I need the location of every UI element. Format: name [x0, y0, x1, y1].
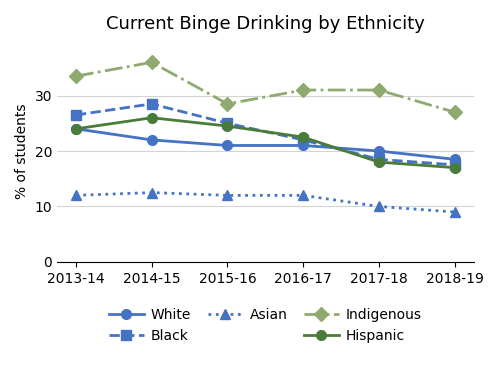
- Indigenous: [452, 110, 458, 115]
- Asian: [73, 193, 79, 198]
- Asian: [376, 204, 382, 209]
- White: [300, 143, 306, 148]
- Line: Indigenous: Indigenous: [71, 57, 460, 117]
- White: [148, 138, 154, 142]
- Legend: White, Black, Asian, , Indigenous, Hispanic: White, Black, Asian, , Indigenous, Hispa…: [104, 302, 427, 348]
- White: [452, 157, 458, 162]
- Indigenous: [224, 102, 230, 106]
- Black: [148, 102, 154, 106]
- Asian: [224, 193, 230, 198]
- Title: Current Binge Drinking by Ethnicity: Current Binge Drinking by Ethnicity: [106, 15, 425, 33]
- Black: [73, 113, 79, 117]
- Black: [452, 163, 458, 167]
- Asian: [148, 190, 154, 195]
- Hispanic: [452, 165, 458, 170]
- Y-axis label: % of students: % of students: [15, 103, 29, 199]
- Black: [300, 138, 306, 142]
- Line: Asian: Asian: [71, 188, 460, 217]
- White: [224, 143, 230, 148]
- Hispanic: [300, 135, 306, 140]
- Line: Black: Black: [71, 99, 460, 170]
- Black: [376, 157, 382, 162]
- Line: White: White: [71, 124, 460, 164]
- Hispanic: [224, 124, 230, 128]
- Indigenous: [376, 88, 382, 92]
- Hispanic: [376, 160, 382, 164]
- White: [73, 126, 79, 131]
- Asian: [452, 210, 458, 214]
- Indigenous: [148, 60, 154, 65]
- Asian: [300, 193, 306, 198]
- White: [376, 149, 382, 153]
- Indigenous: [73, 74, 79, 78]
- Indigenous: [300, 88, 306, 92]
- Black: [224, 121, 230, 126]
- Line: Hispanic: Hispanic: [71, 113, 460, 172]
- Hispanic: [73, 126, 79, 131]
- Hispanic: [148, 116, 154, 120]
